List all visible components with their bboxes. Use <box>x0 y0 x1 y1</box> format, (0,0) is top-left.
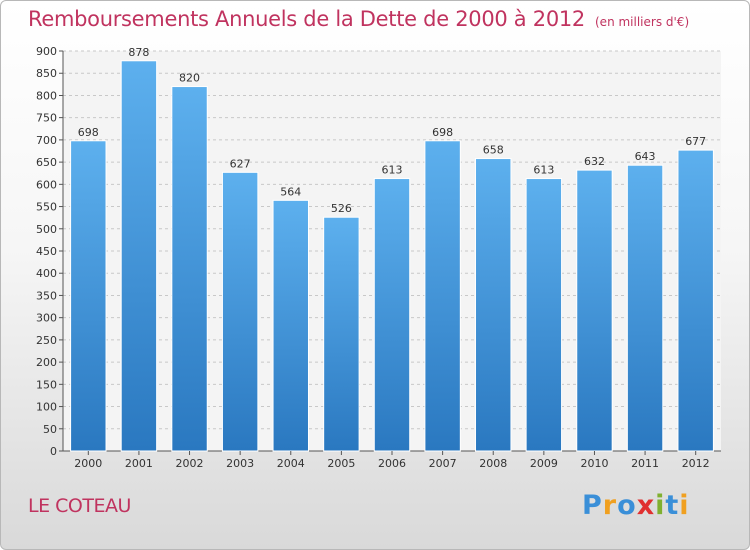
y-tick-label: 400 <box>36 267 57 280</box>
chart-unit: (en milliers d'€) <box>595 15 690 29</box>
bar <box>525 178 563 452</box>
bar-value-label: 878 <box>128 46 149 59</box>
y-tick-label: 200 <box>36 356 57 369</box>
x-tick-label: 2000 <box>74 457 102 470</box>
y-tick-label: 850 <box>36 67 57 80</box>
bar-value-label: 698 <box>432 126 453 139</box>
bar-value-label: 820 <box>179 72 200 85</box>
y-tick-label: 700 <box>36 134 57 147</box>
y-tick-label: 800 <box>36 89 57 102</box>
bar <box>424 140 461 452</box>
bar <box>677 149 714 452</box>
y-tick-label: 600 <box>36 178 57 191</box>
y-tick-label: 500 <box>36 223 57 236</box>
bar <box>272 199 309 452</box>
x-tick-label: 2007 <box>429 457 457 470</box>
x-tick-label: 2008 <box>479 457 507 470</box>
bar-value-label: 643 <box>635 150 656 163</box>
y-tick-label: 350 <box>36 289 57 302</box>
bar <box>626 164 664 452</box>
bar-value-label: 677 <box>685 135 706 148</box>
bar <box>171 86 208 452</box>
bar-value-label: 632 <box>584 155 605 168</box>
logo-letter: t <box>665 490 680 521</box>
x-tick-label: 2004 <box>277 457 305 470</box>
y-tick-label: 250 <box>36 334 57 347</box>
chart-title: Remboursements Annuels de la Dette de 20… <box>28 7 689 31</box>
x-tick-label: 2011 <box>631 457 659 470</box>
logo-letter: o <box>617 490 637 521</box>
y-tick-label: 300 <box>36 312 57 325</box>
bar <box>221 171 259 452</box>
bar <box>475 158 512 452</box>
logo-letter: i <box>679 490 690 521</box>
bar <box>373 178 411 452</box>
y-tick-label: 50 <box>43 423 57 436</box>
bar-value-label: 526 <box>331 202 352 215</box>
x-tick-label: 2001 <box>125 457 153 470</box>
bar-value-label: 613 <box>533 164 554 177</box>
y-tick-label: 750 <box>36 112 57 125</box>
bar-value-label: 658 <box>483 144 504 157</box>
bar <box>70 140 107 452</box>
x-tick-label: 2003 <box>226 457 254 470</box>
x-tick-label: 2009 <box>530 457 558 470</box>
logo-letter: x <box>636 490 656 521</box>
bar-value-label: 627 <box>230 157 251 170</box>
chart-title-text: Remboursements Annuels de la Dette de 20… <box>28 7 585 31</box>
y-tick-label: 100 <box>36 401 57 414</box>
x-tick-label: 2002 <box>176 457 204 470</box>
proxiti-logo: Proxiti <box>582 490 690 521</box>
bar <box>120 60 158 452</box>
commune-name: LE COTEAU <box>28 495 131 517</box>
bar <box>323 216 360 452</box>
y-tick-label: 900 <box>36 45 57 58</box>
x-tick-label: 2006 <box>378 457 406 470</box>
y-tick-label: 450 <box>36 245 57 258</box>
logo-letter: P <box>582 490 603 521</box>
logo-letter: i <box>655 490 666 521</box>
y-tick-label: 650 <box>36 156 57 169</box>
x-tick-label: 2012 <box>682 457 710 470</box>
bar-value-label: 613 <box>382 164 403 177</box>
y-tick-label: 150 <box>36 378 57 391</box>
y-tick-label: 0 <box>50 445 57 458</box>
logo-letter: r <box>602 490 618 521</box>
bar-value-label: 564 <box>280 185 301 198</box>
x-tick-label: 2005 <box>327 457 355 470</box>
x-tick-label: 2010 <box>580 457 608 470</box>
bar <box>576 169 613 452</box>
y-tick-label: 550 <box>36 201 57 214</box>
bar-value-label: 698 <box>78 126 99 139</box>
